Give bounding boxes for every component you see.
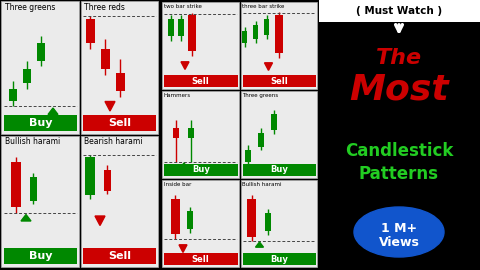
Bar [164, 164, 238, 176]
Bar [83, 114, 156, 130]
Text: Bearish harami: Bearish harami [84, 137, 143, 147]
Bar [11, 161, 21, 207]
Text: Inside bar: Inside bar [164, 182, 192, 187]
Text: 1 M+: 1 M+ [381, 222, 417, 235]
Text: Bullish harami: Bullish harami [242, 182, 282, 187]
Polygon shape [179, 245, 187, 252]
Bar [319, 0, 480, 22]
Text: Hammers: Hammers [164, 93, 191, 98]
Bar [188, 15, 196, 51]
Bar [187, 211, 193, 229]
Text: Profitable: Profitable [353, 116, 445, 134]
Text: Candlestick: Candlestick [345, 142, 453, 160]
Bar [240, 180, 317, 267]
Text: Buy: Buy [29, 251, 52, 261]
Bar [4, 114, 77, 130]
Bar [178, 19, 184, 36]
Text: Views: Views [379, 236, 420, 249]
Bar [247, 199, 256, 237]
Polygon shape [264, 63, 273, 70]
Bar [168, 19, 174, 36]
Bar [173, 128, 179, 138]
Ellipse shape [354, 207, 444, 257]
Bar [29, 177, 36, 201]
Bar [170, 199, 180, 234]
Bar [188, 128, 194, 138]
Text: three bar strike: three bar strike [242, 4, 285, 9]
Text: Buy: Buy [270, 255, 288, 264]
Bar [83, 248, 156, 264]
Bar [162, 180, 239, 267]
Bar [4, 248, 77, 264]
Bar [271, 114, 276, 130]
Bar [162, 91, 239, 178]
Bar [162, 2, 239, 89]
Text: Three greens: Three greens [5, 3, 55, 12]
Bar [240, 2, 317, 89]
Bar [264, 19, 269, 35]
Polygon shape [255, 242, 264, 247]
Polygon shape [180, 163, 188, 168]
Bar [37, 43, 45, 61]
Bar [275, 15, 283, 53]
Text: Buy: Buy [270, 166, 288, 174]
Bar [164, 75, 238, 87]
Text: Buy: Buy [192, 166, 210, 174]
Text: Most: Most [349, 72, 449, 106]
Polygon shape [95, 216, 105, 225]
Polygon shape [105, 102, 115, 111]
Bar [164, 253, 238, 265]
Bar [85, 19, 95, 43]
Bar [242, 253, 316, 265]
Bar [85, 157, 95, 194]
Text: Three greens: Three greens [242, 93, 278, 98]
Text: ( Must Watch ): ( Must Watch ) [356, 6, 442, 16]
Bar [23, 69, 31, 83]
Polygon shape [181, 62, 189, 69]
Text: Sell: Sell [108, 251, 131, 261]
Polygon shape [262, 166, 269, 171]
Bar [100, 49, 109, 69]
Text: Three reds: Three reds [84, 3, 125, 12]
Bar [240, 91, 317, 178]
Text: Patterns: Patterns [359, 165, 439, 183]
Bar [116, 73, 124, 91]
Bar [104, 170, 110, 191]
Text: Bullish harami: Bullish harami [5, 137, 60, 147]
Bar [1, 1, 79, 133]
Text: Sell: Sell [192, 76, 210, 86]
Bar [81, 1, 158, 133]
Bar [257, 133, 264, 147]
Bar [1, 136, 79, 267]
Bar [253, 25, 258, 39]
Bar [242, 31, 247, 43]
Bar [242, 75, 316, 87]
Text: Sell: Sell [108, 117, 131, 127]
Polygon shape [21, 214, 31, 221]
Bar [264, 213, 271, 231]
Bar [9, 89, 17, 101]
Text: The: The [376, 48, 422, 68]
Polygon shape [48, 108, 58, 114]
Bar [242, 164, 316, 176]
Text: Sell: Sell [270, 76, 288, 86]
Text: two bar strike: two bar strike [164, 4, 202, 9]
Text: Sell: Sell [192, 255, 210, 264]
Text: Buy: Buy [29, 117, 52, 127]
Bar [244, 150, 251, 162]
Bar [81, 136, 158, 267]
